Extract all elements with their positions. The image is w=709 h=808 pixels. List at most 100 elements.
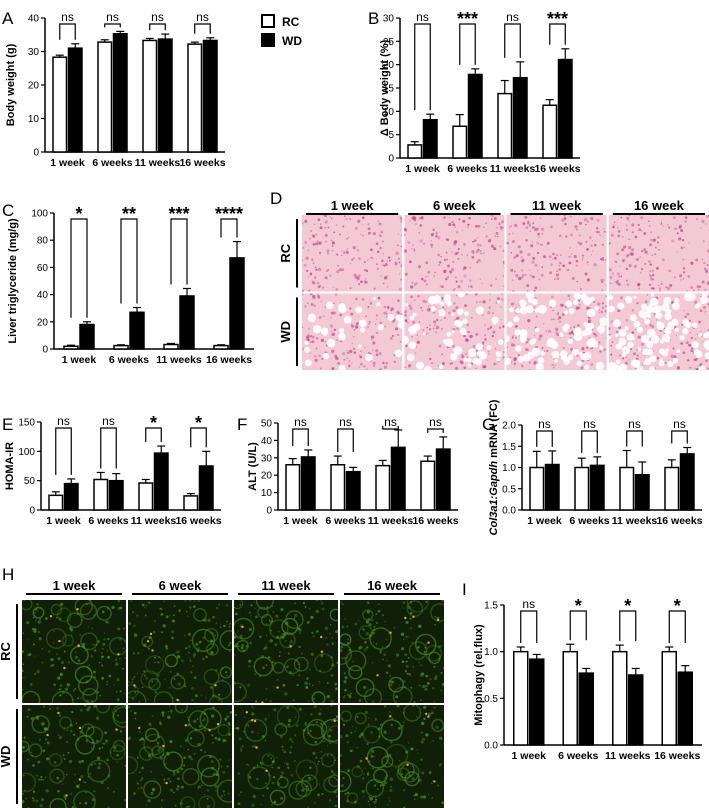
significance-label: ns xyxy=(102,414,115,428)
micrograph-speck xyxy=(521,365,524,368)
micrograph-speck xyxy=(417,265,422,269)
micrograph-speck xyxy=(479,250,482,253)
column-header: 6 week xyxy=(159,578,202,593)
micrograph-speck xyxy=(218,693,221,696)
micrograph-speck xyxy=(411,777,415,781)
micrograph-vacuole xyxy=(656,322,665,330)
micrograph-vacuole xyxy=(573,299,579,305)
micrograph-speck xyxy=(22,688,24,691)
micrograph-speck xyxy=(502,275,505,277)
micrograph-speck xyxy=(508,233,511,236)
micrograph-speck xyxy=(202,636,206,640)
micrograph-vacuole xyxy=(376,302,381,307)
micrograph-speck xyxy=(413,283,417,286)
micrograph-vacuole xyxy=(567,338,573,344)
micrograph-speck xyxy=(581,347,585,351)
micrograph-speck xyxy=(115,691,118,693)
micrograph-speck xyxy=(628,245,632,250)
bar-rc xyxy=(285,464,301,511)
micrograph-speck xyxy=(328,734,331,738)
micrograph-speck xyxy=(539,225,541,227)
micrograph-cell-outline xyxy=(260,614,273,627)
micrograph-speck xyxy=(404,310,407,314)
micrograph-speck xyxy=(447,264,450,268)
micrograph-vacuole xyxy=(563,358,570,365)
micrograph-cell-outline xyxy=(354,712,367,725)
micrograph-speck xyxy=(223,794,226,796)
micrograph-speck xyxy=(617,230,621,233)
y-tick-label: 1.5 xyxy=(484,601,498,612)
x-tick-label: 1 week xyxy=(283,515,318,527)
micrograph-speck xyxy=(616,284,619,286)
micrograph-speck xyxy=(695,258,698,262)
micrograph-speck xyxy=(190,671,193,674)
micrograph-speck xyxy=(305,686,309,689)
micrograph-speck xyxy=(639,271,642,274)
micrograph-speck xyxy=(628,359,630,361)
micrograph-speck xyxy=(101,655,104,659)
micrograph-speck xyxy=(429,678,432,681)
micrograph-speck xyxy=(435,235,438,238)
micrograph-speck xyxy=(506,241,510,245)
micrograph-speck xyxy=(382,361,385,365)
micrograph-speck xyxy=(309,352,312,355)
significance-label: * xyxy=(575,596,582,616)
micrograph-speck xyxy=(248,665,251,668)
micrograph-speck xyxy=(177,785,180,788)
micrograph-tile xyxy=(22,705,126,808)
micrograph-vacuole xyxy=(665,348,669,352)
micrograph-vacuole xyxy=(397,320,403,329)
micrograph-speck xyxy=(465,293,469,296)
micrograph-speck xyxy=(494,348,497,350)
micrograph-speck xyxy=(557,318,560,321)
micrograph-speck xyxy=(373,784,377,787)
micrograph-speck xyxy=(346,799,349,803)
micrograph-speck xyxy=(415,716,418,718)
micrograph-speck xyxy=(371,335,375,339)
micrograph-speck xyxy=(364,710,368,715)
micrograph-speck xyxy=(525,274,527,276)
micrograph-cell-outline xyxy=(79,602,98,620)
micrograph-speck xyxy=(265,688,268,690)
micrograph-speck xyxy=(678,237,682,241)
micrograph-speck xyxy=(225,620,228,623)
micrograph-speck xyxy=(452,223,456,227)
micrograph-speck xyxy=(400,632,405,636)
micrograph-accent xyxy=(241,625,244,629)
micrograph-speck xyxy=(302,347,304,351)
micrograph-speck xyxy=(558,268,562,271)
micrograph-speck xyxy=(617,309,621,313)
micrograph-speck xyxy=(102,610,105,614)
micrograph-speck xyxy=(321,607,325,611)
bar-wd xyxy=(544,463,560,511)
micrograph-speck xyxy=(193,605,196,608)
micrograph-speck xyxy=(585,241,588,243)
micrograph-speck xyxy=(227,792,230,795)
micrograph-speck xyxy=(641,342,644,346)
micrograph-speck xyxy=(457,285,461,289)
y-tick-label: 10 xyxy=(261,488,273,499)
bar-rc xyxy=(97,41,113,153)
micrograph-speck xyxy=(101,652,103,654)
micrograph-speck xyxy=(306,334,311,338)
micrograph-speck xyxy=(326,745,329,747)
micrograph-speck xyxy=(705,223,707,225)
micrograph-speck xyxy=(137,652,140,655)
micrograph-speck xyxy=(152,630,156,634)
micrograph-speck xyxy=(84,649,86,652)
micrograph-speck xyxy=(269,639,273,643)
micrograph-speck xyxy=(416,340,420,344)
micrograph-speck xyxy=(62,783,64,785)
micrograph-speck xyxy=(324,740,326,743)
micrograph-speck xyxy=(22,632,25,634)
micrograph-speck xyxy=(350,324,355,328)
micrograph-vacuole xyxy=(467,363,472,368)
micrograph-speck xyxy=(670,354,674,358)
micrograph-vacuole xyxy=(621,346,631,355)
micrograph-vacuole xyxy=(578,351,583,355)
micrograph-cell-outline xyxy=(81,723,95,737)
micrograph-speck xyxy=(520,364,523,367)
micrograph-speck xyxy=(443,316,447,320)
micrograph-speck xyxy=(289,745,293,749)
